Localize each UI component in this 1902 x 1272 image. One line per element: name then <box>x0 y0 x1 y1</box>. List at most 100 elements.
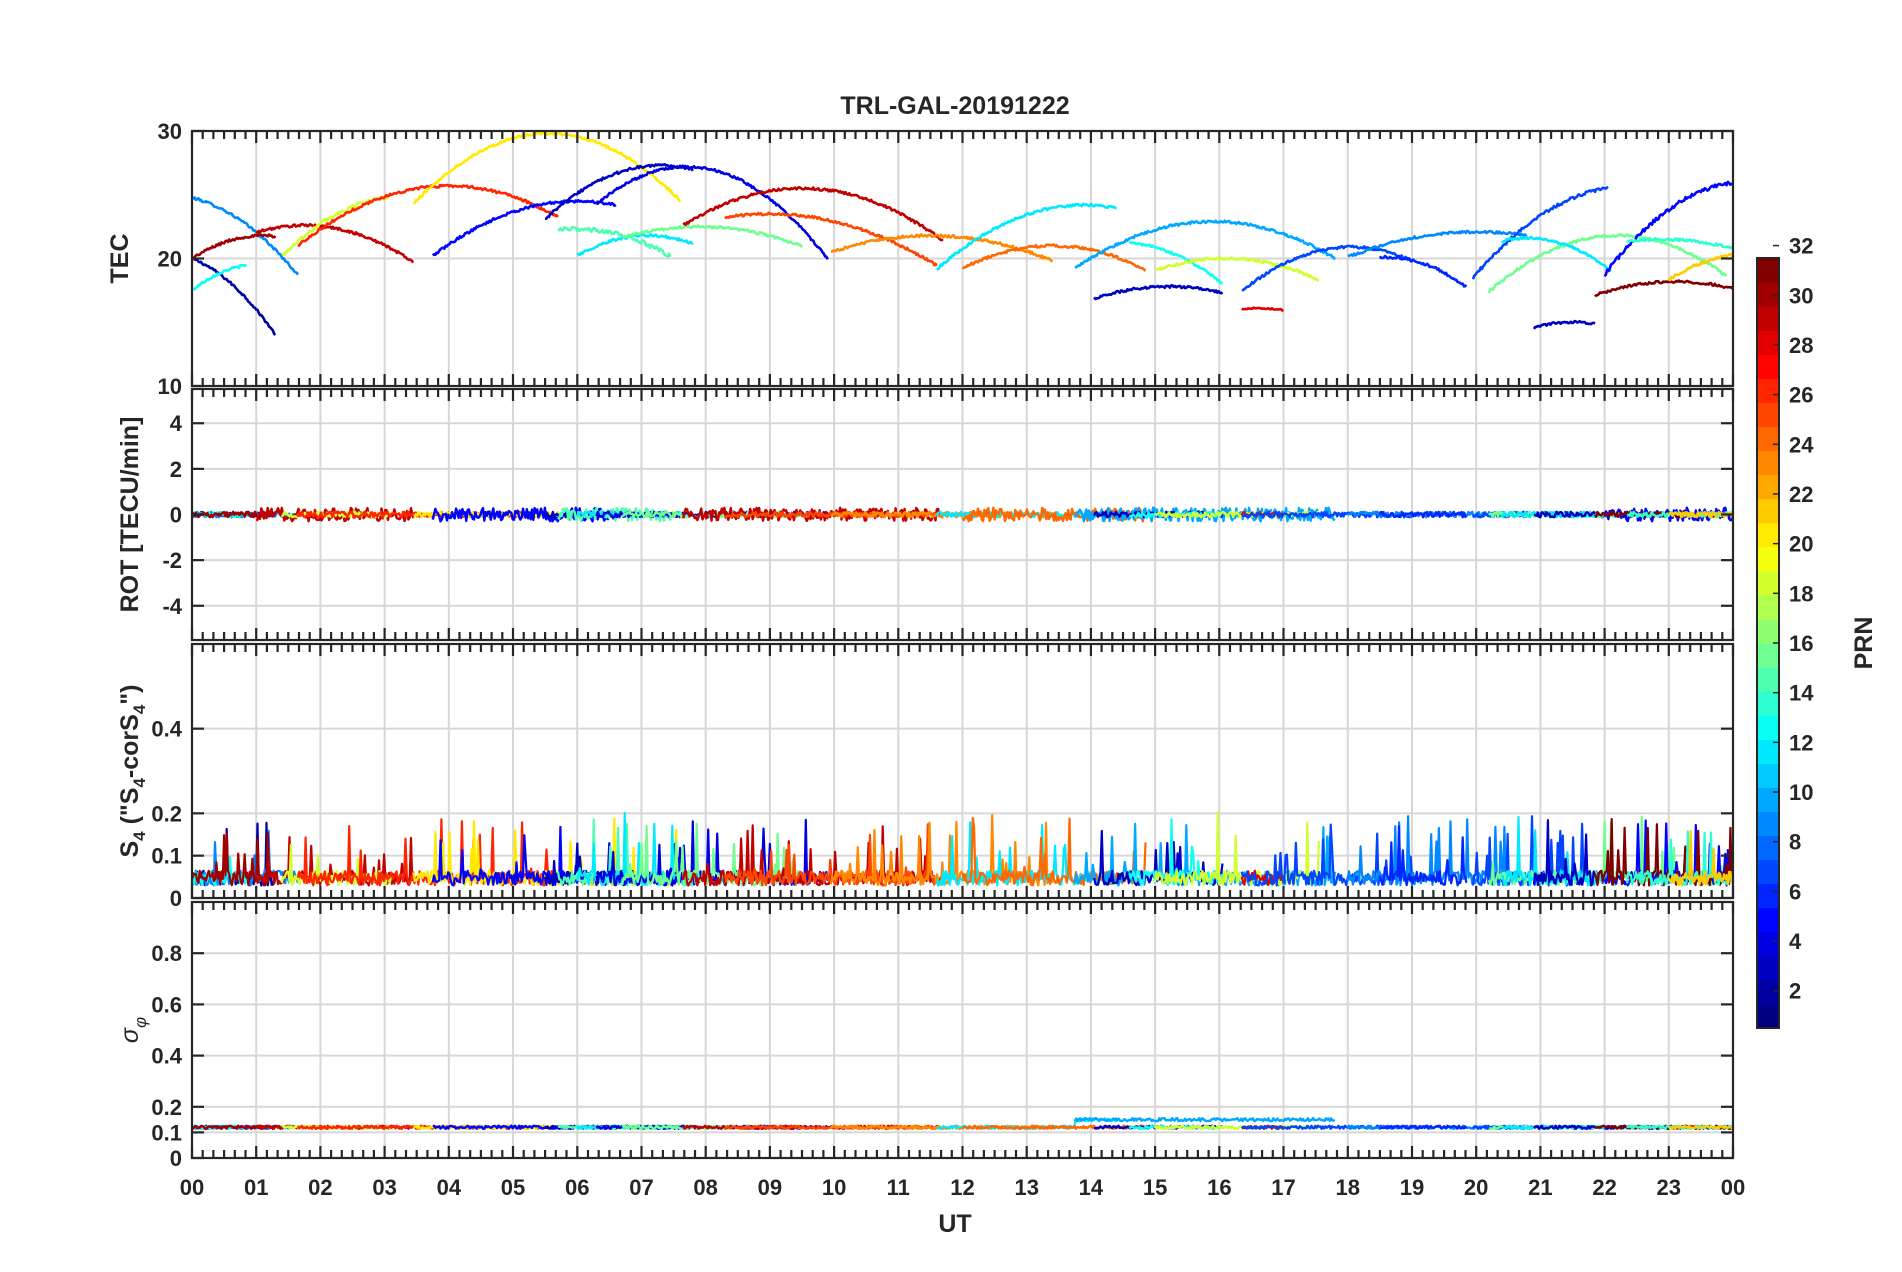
series-line-prn-32 <box>1594 279 1733 298</box>
panel-s4-minor-ticks <box>190 644 1735 898</box>
series-line-prn-7 <box>1471 185 1609 280</box>
colorbar-segment <box>1757 979 1779 1005</box>
series-line-prn-3 <box>1532 319 1596 330</box>
series-line-prn-19 <box>1155 256 1320 282</box>
x-axis-ticks: 00 01 02 03 04 05 06 07 08 09 10 11 12 13 14 15 16 17 18 19… <box>180 1175 1745 1200</box>
x-tick-label: 16 <box>1207 1175 1231 1200</box>
y-tick-label: 20 <box>158 247 182 272</box>
y-axis-label: TEC <box>106 234 134 284</box>
series-line-prn-32 <box>1593 818 1733 887</box>
chart-title: TRL-GAL-20191222 <box>840 92 1069 120</box>
x-tick-label: 04 <box>437 1175 462 1200</box>
colorbar-segment <box>1757 763 1779 788</box>
x-tick-label: 18 <box>1336 1175 1360 1200</box>
colorbar-segment <box>1757 691 1779 716</box>
series-line-prn-6 <box>1379 1124 1468 1130</box>
colorbar-tick-label: 28 <box>1789 333 1813 358</box>
x-tick-label: 13 <box>1014 1175 1038 1200</box>
y-tick-label: 30 <box>158 119 182 144</box>
colorbar-tick-label: 16 <box>1789 631 1813 656</box>
panel-tec-data <box>192 131 1733 336</box>
colorbar-segment <box>1757 546 1779 572</box>
series-line-prn-24 <box>829 813 1054 887</box>
series-line-prn-13 <box>192 263 247 291</box>
colorbar-segment <box>1757 330 1779 355</box>
colorbar-segment <box>1757 282 1779 307</box>
colorbar-tick-label: 10 <box>1789 780 1813 805</box>
series-line-prn-25 <box>961 506 1147 523</box>
series-line-prn-9 <box>1347 229 1528 258</box>
x-tick-label: 10 <box>822 1175 846 1200</box>
series-line-prn-16 <box>622 224 804 248</box>
series-line-prn-6 <box>1378 510 1468 519</box>
series-line-prn-22 <box>1668 1124 1733 1130</box>
colorbar-tick-label: 12 <box>1789 730 1813 755</box>
colorbar-segment <box>1757 643 1779 668</box>
series-line-prn-14 <box>1626 236 1733 250</box>
series-line-prn-3 <box>1093 284 1224 301</box>
series-line-prn-9 <box>192 196 300 276</box>
x-tick-label: 11 <box>887 1175 910 1200</box>
colorbar-tick-label: 14 <box>1789 681 1814 706</box>
colorbar-tick-label: 24 <box>1789 432 1814 457</box>
x-tick-label: 06 <box>565 1175 589 1200</box>
panel-rot-minor-ticks <box>190 389 1735 640</box>
y-tick-label: 0.6 <box>151 992 182 1017</box>
y-tick-label: 0 <box>170 503 182 528</box>
x-tick-label: 17 <box>1271 1175 1295 1200</box>
series-line-prn-21 <box>412 131 682 205</box>
series-line-prn-27 <box>297 183 560 247</box>
colorbar-segment <box>1757 618 1779 644</box>
x-tick-label: 21 <box>1528 1175 1552 1200</box>
colorbar-tick-label: 4 <box>1789 929 1802 954</box>
series-line-prn-12 <box>576 233 694 257</box>
x-axis-label: UT <box>938 1210 971 1238</box>
colorbar-segment <box>1757 955 1779 981</box>
x-tick-label: 05 <box>501 1175 525 1200</box>
panel-sigma_phi-minor-ticks <box>190 902 1735 1158</box>
y-tick-label: 0.4 <box>151 1044 182 1069</box>
y-tick-label: 0.1 <box>151 844 182 869</box>
series-line-prn-12 <box>936 202 1117 271</box>
y-tick-label: 0.2 <box>151 801 182 826</box>
x-tick-label: 22 <box>1592 1175 1616 1200</box>
series-line-prn-25 <box>961 243 1147 272</box>
colorbar-segment <box>1757 378 1779 403</box>
series-line-prn-13 <box>1128 240 1224 285</box>
series-line-prn-6 <box>1378 825 1468 887</box>
y-tick-label: 10 <box>158 374 182 399</box>
x-tick-label: 03 <box>372 1175 396 1200</box>
y-axis-label: ROT [TECU/min] <box>116 417 144 613</box>
colorbar-tick-label: 6 <box>1789 879 1801 904</box>
x-tick-label: 19 <box>1400 1175 1424 1200</box>
colorbar-segment <box>1757 835 1779 861</box>
colorbar-segment <box>1757 907 1779 933</box>
series-line-prn-22 <box>1667 830 1733 887</box>
panel-sigma_phi: 00.10.2 0.4 0.6 0.8 σφ <box>116 900 1735 1171</box>
y-tick-label: 0.8 <box>151 941 182 966</box>
colorbar-tick-label: 22 <box>1789 482 1813 507</box>
series-line-prn-10 <box>1074 219 1337 269</box>
series-line-prn-3 <box>1533 1124 1596 1130</box>
x-tick-label: 01 <box>244 1175 268 1200</box>
panel-s4-data <box>192 811 1733 887</box>
y-tick-label: 0.4 <box>151 717 182 742</box>
series-line-prn-29 <box>1241 306 1284 312</box>
series-line-prn-7 <box>1241 244 1413 292</box>
colorbar-label: PRN <box>1850 617 1878 670</box>
colorbar-tick-label: 8 <box>1789 830 1801 855</box>
panel-tec: 10 20 30 TEC <box>106 119 1735 399</box>
y-axis-label: σφ <box>116 1017 150 1043</box>
colorbar-segment <box>1757 667 1779 692</box>
colorbar-segment <box>1757 739 1779 764</box>
series-line-prn-15 <box>557 226 672 258</box>
series-line-prn-5 <box>431 506 617 523</box>
series-line-prn-30 <box>255 222 415 264</box>
x-tick-label: 20 <box>1464 1175 1488 1200</box>
y-tick-label: 0 <box>170 886 182 911</box>
y-tick-label: 0.2 <box>151 1095 182 1120</box>
y-tick-label: -2 <box>162 548 182 573</box>
series-line-prn-30 <box>682 185 944 242</box>
